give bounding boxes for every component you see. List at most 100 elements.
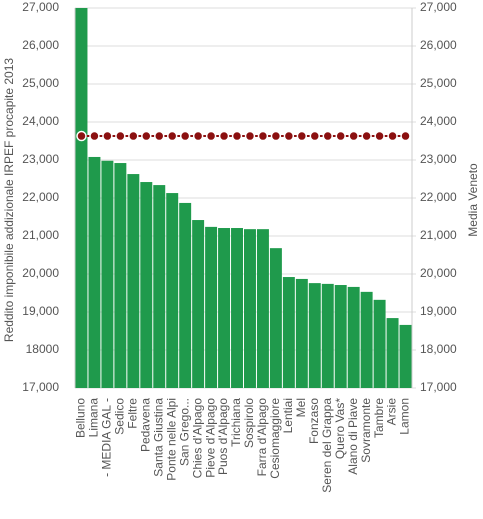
bar xyxy=(75,8,88,388)
x-tick-label: Puos d'Alpago xyxy=(216,398,230,475)
point xyxy=(192,130,204,142)
point xyxy=(115,130,126,142)
x-tick-label: Sovramonte xyxy=(359,398,373,463)
x-tick-label: Quero Vas* xyxy=(333,398,347,459)
point xyxy=(128,130,139,142)
bar xyxy=(101,160,114,388)
x-tick-label: Fonzaso xyxy=(307,398,321,444)
bar xyxy=(269,248,282,388)
y-axis-title: Reddito imponibile addizionale IRPEF pro… xyxy=(2,58,16,343)
y2-tick-label: 17,000 xyxy=(420,380,457,394)
x-tick-label: Sedico xyxy=(113,398,127,435)
x-tick-label: Chies d'Alpago xyxy=(190,398,204,479)
y-tick-label: 23,000 xyxy=(22,152,59,166)
x-tick-label: San Grego... xyxy=(177,398,191,466)
point xyxy=(244,130,256,142)
x-tick-label: Limana xyxy=(87,398,101,438)
y2-tick-label: 26,000 xyxy=(420,38,457,52)
bar xyxy=(360,291,373,388)
x-tick-label: Trichiana xyxy=(229,398,243,447)
y2-tick-label: 25,000 xyxy=(420,76,457,90)
bar xyxy=(295,278,308,388)
y-tick-label: 24,000 xyxy=(22,114,59,128)
bar xyxy=(386,318,399,388)
y2-tick-label: 22,000 xyxy=(420,190,457,204)
y-tick-label: 27,000 xyxy=(22,0,59,14)
point xyxy=(179,130,191,142)
x-tick-label: Santa Giustina xyxy=(151,398,165,477)
bar xyxy=(334,285,347,388)
x-tick-label: Sospirolo xyxy=(242,398,256,448)
x-tick-label: Arsie xyxy=(385,398,399,426)
y-tick-label: 19,000 xyxy=(22,304,59,318)
bar xyxy=(231,228,243,388)
bar xyxy=(127,174,140,388)
bar xyxy=(205,226,218,388)
x-tick-label: Belluno xyxy=(74,398,88,438)
point xyxy=(205,130,217,142)
point xyxy=(309,130,321,142)
point xyxy=(348,130,359,142)
bar xyxy=(218,228,231,388)
point xyxy=(270,130,282,142)
point xyxy=(257,130,269,142)
point xyxy=(89,130,100,142)
x-tick-label: Farra d'Alpago xyxy=(255,398,269,477)
bar xyxy=(114,163,127,388)
bar xyxy=(256,229,269,388)
point xyxy=(361,130,372,142)
point xyxy=(322,130,333,142)
x-tick-label: Tambre xyxy=(372,398,386,438)
x-tick-label: Lamon xyxy=(398,398,412,435)
bar xyxy=(399,324,412,388)
bar xyxy=(166,193,179,388)
bar xyxy=(192,220,205,388)
bar xyxy=(282,277,295,388)
y-tick-label: 17,000 xyxy=(22,380,59,394)
bar xyxy=(347,286,360,388)
x-tick-label: Seren del Grappa xyxy=(320,398,334,493)
point xyxy=(141,130,152,142)
x-tick-label: Ponte nelle Alpi xyxy=(164,398,178,481)
bar xyxy=(140,182,153,388)
point xyxy=(296,130,308,142)
y-tick-label: 21,000 xyxy=(22,228,59,242)
y2-tick-label: 27,000 xyxy=(420,0,457,14)
y-tick-label: 22,000 xyxy=(22,190,59,204)
x-tick-label: Pedavena xyxy=(138,398,152,452)
y-tick-label: 18000 xyxy=(26,342,60,356)
point xyxy=(335,130,346,142)
y2-tick-label: 21,000 xyxy=(420,228,457,242)
point xyxy=(400,130,411,142)
y2-tick-label: 20,000 xyxy=(420,266,457,280)
point xyxy=(76,130,87,142)
bar xyxy=(373,299,386,388)
bar xyxy=(321,283,334,388)
y-tick-label: 25,000 xyxy=(22,76,59,90)
bar xyxy=(308,283,321,388)
x-tick-label: - MEDIA GAL - xyxy=(100,398,114,477)
x-tick-label: Pieve d'Alpago xyxy=(203,398,217,478)
x-tick-label: Cesiomaggiore xyxy=(268,398,282,479)
point xyxy=(154,130,165,142)
x-tick-label: Mel xyxy=(294,398,308,417)
x-tick-label: Feltre xyxy=(125,398,139,429)
x-tick-label: Lentiai xyxy=(281,398,295,433)
y2-tick-label: 23,000 xyxy=(420,152,457,166)
point xyxy=(387,130,398,142)
point xyxy=(218,130,230,142)
y2-tick-label: 18,000 xyxy=(420,342,457,356)
point xyxy=(374,130,385,142)
bar xyxy=(179,202,192,388)
bar xyxy=(88,156,101,388)
bar xyxy=(153,185,166,388)
y2-tick-label: 19,000 xyxy=(420,304,457,318)
y-tick-label: 26,000 xyxy=(22,38,59,52)
point xyxy=(102,130,113,142)
y-tick-label: 20,000 xyxy=(22,266,59,280)
bar xyxy=(244,229,256,388)
point xyxy=(231,130,243,142)
x-tick-label: Alano di Piave xyxy=(346,398,360,475)
y2-axis-title: Media Veneto xyxy=(466,163,480,237)
